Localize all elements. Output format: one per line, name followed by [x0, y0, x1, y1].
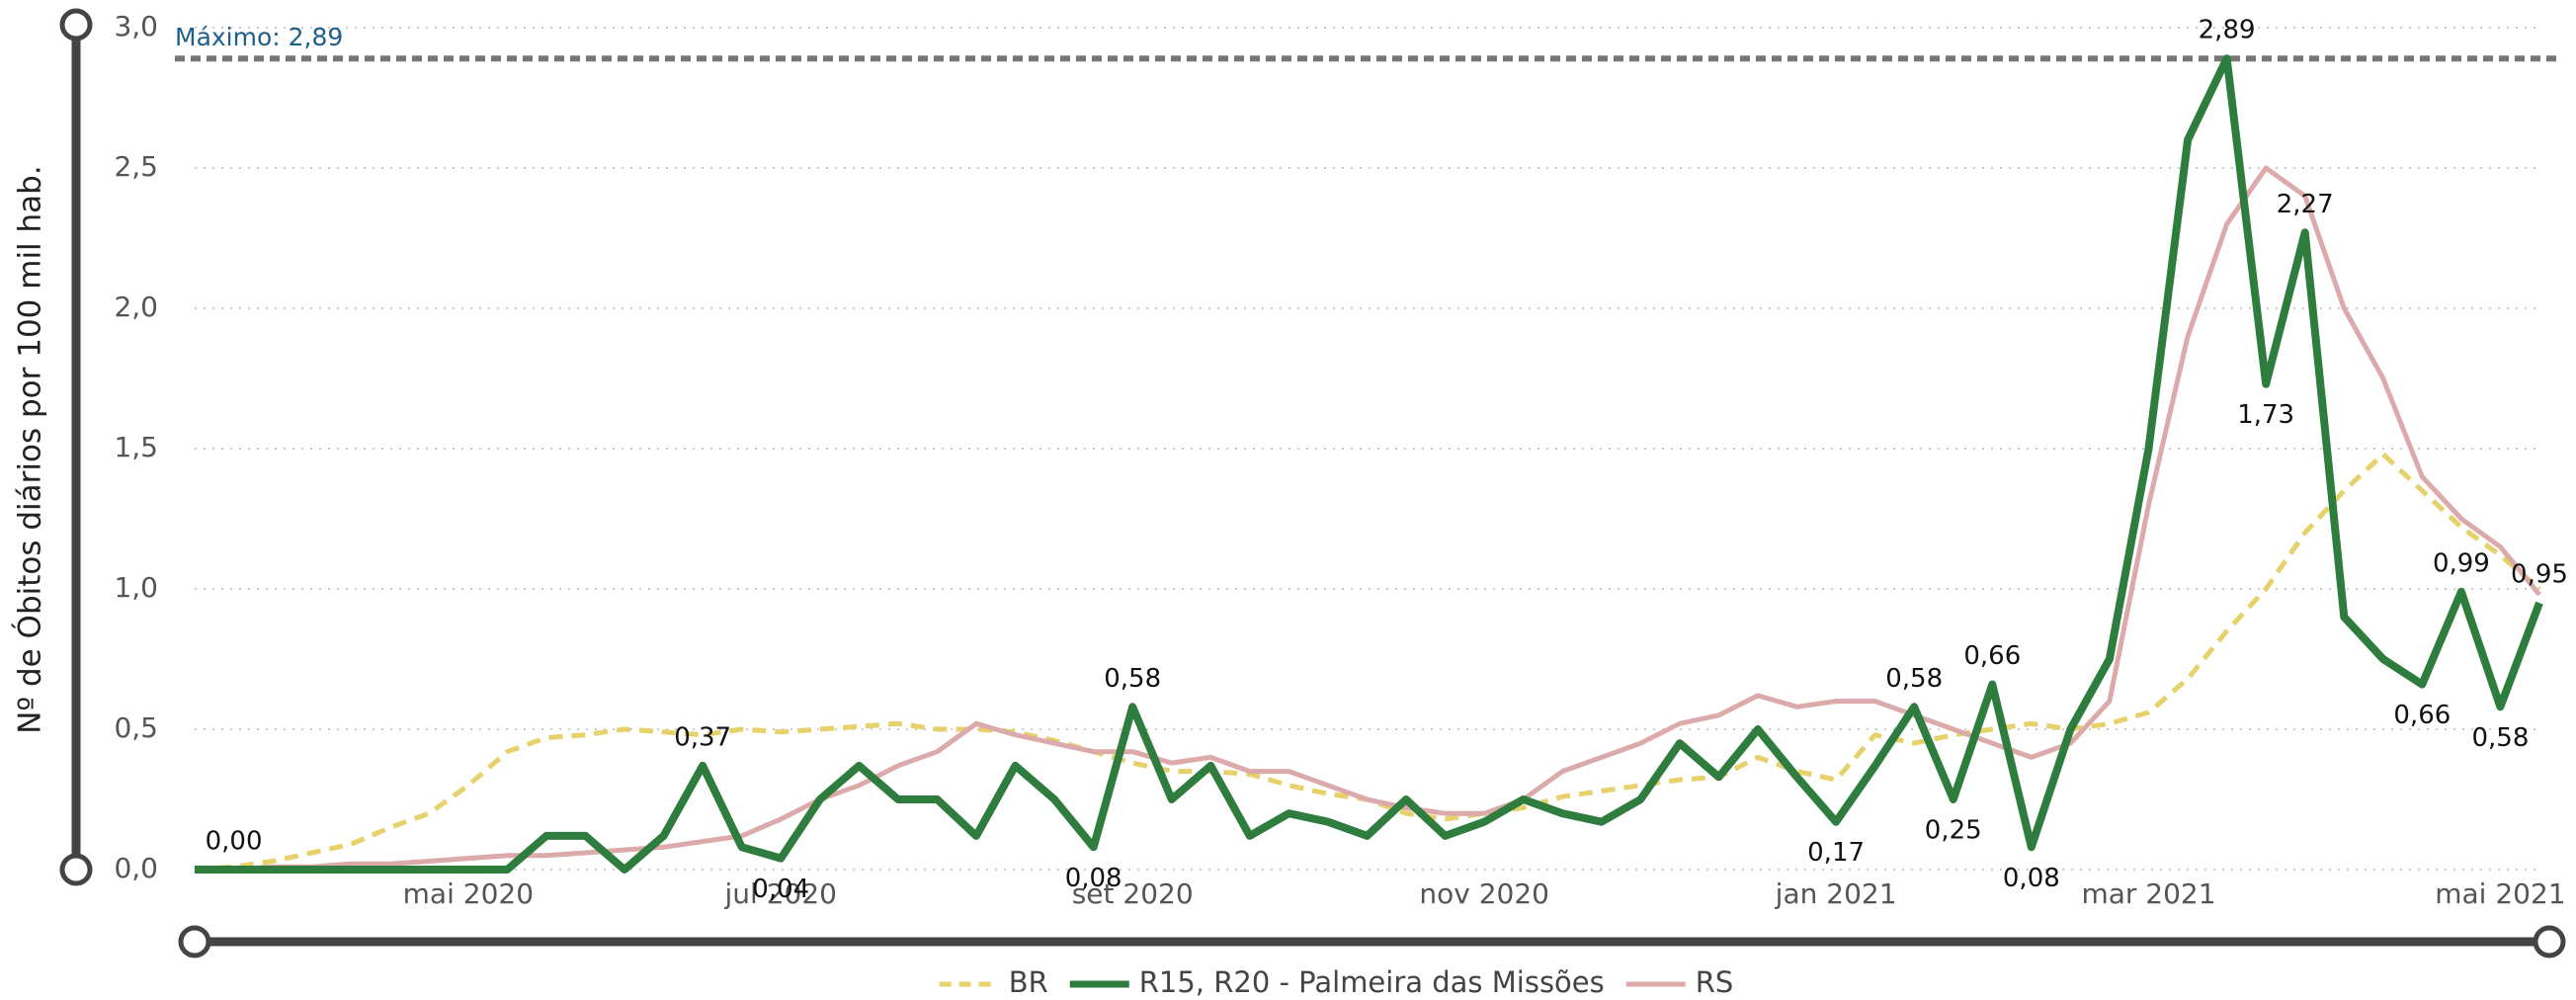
x-tick-label: mai 2020 [403, 877, 534, 910]
y-slider-handle[interactable] [59, 8, 93, 42]
data-label: 0,66 [2393, 701, 2451, 730]
y-tick-label: 0,5 [114, 711, 158, 744]
x-tick-label: jan 2021 [1775, 877, 1897, 910]
y-tick-label: 3,0 [114, 10, 158, 42]
data-label: 0,04 [752, 875, 809, 904]
y-tick-label: 2,5 [114, 150, 158, 183]
data-label: 0,00 [206, 827, 263, 857]
y-tick-label: 0,0 [114, 852, 158, 884]
data-label: 2,89 [2199, 16, 2256, 45]
data-label: 0,66 [1963, 641, 2021, 671]
x-slider-handle[interactable] [2533, 925, 2566, 958]
y-axis-title: Nº de Óbitos diários por 100 mil hab. [12, 165, 48, 733]
x-tick-label: jul 2020 [724, 877, 837, 910]
data-label: 1,73 [2237, 400, 2294, 430]
data-label: 0,25 [1925, 816, 1982, 846]
data-label: 0,58 [1885, 664, 1943, 694]
data-label: 0,17 [1807, 838, 1865, 868]
data-label: 0,08 [1065, 864, 1122, 893]
legend: BR R15, R20 - Palmeira das Missões RS [939, 965, 1734, 999]
legend-item: R15, R20 - Palmeira das Missões [1069, 965, 1605, 999]
y-slider-handle[interactable] [59, 853, 93, 886]
series-line [195, 165, 2541, 873]
reference-label: Máximo: 2,89 [175, 23, 343, 51]
legend-item: BR [939, 965, 1048, 999]
x-tick-label: set 2020 [1072, 877, 1194, 910]
data-label: 0,58 [1104, 664, 1161, 694]
data-label: 2,27 [2277, 190, 2334, 219]
series-line [195, 54, 2543, 874]
legend-item: RS [1625, 965, 1734, 999]
x-slider-handle[interactable] [178, 925, 211, 958]
legend-label: BR [1009, 965, 1048, 999]
legend-label: R15, R20 - Palmeira das Missões [1139, 965, 1605, 999]
series-line [194, 452, 2541, 873]
x-tick-label: mai 2021 [2435, 877, 2565, 910]
data-label: 0,99 [2433, 548, 2490, 578]
data-label: 0,95 [2511, 560, 2568, 590]
data-label: 0,37 [674, 722, 731, 752]
x-tick-label: mar 2021 [2081, 877, 2215, 910]
legend-label: RS [1696, 965, 1734, 999]
x-tick-label: nov 2020 [1419, 877, 1549, 910]
y-tick-label: 2,0 [114, 291, 158, 323]
y-tick-label: 1,5 [114, 431, 158, 463]
data-label: 0,08 [2003, 864, 2060, 893]
y-tick-label: 1,0 [114, 571, 158, 604]
data-label: 0,58 [2472, 723, 2530, 753]
